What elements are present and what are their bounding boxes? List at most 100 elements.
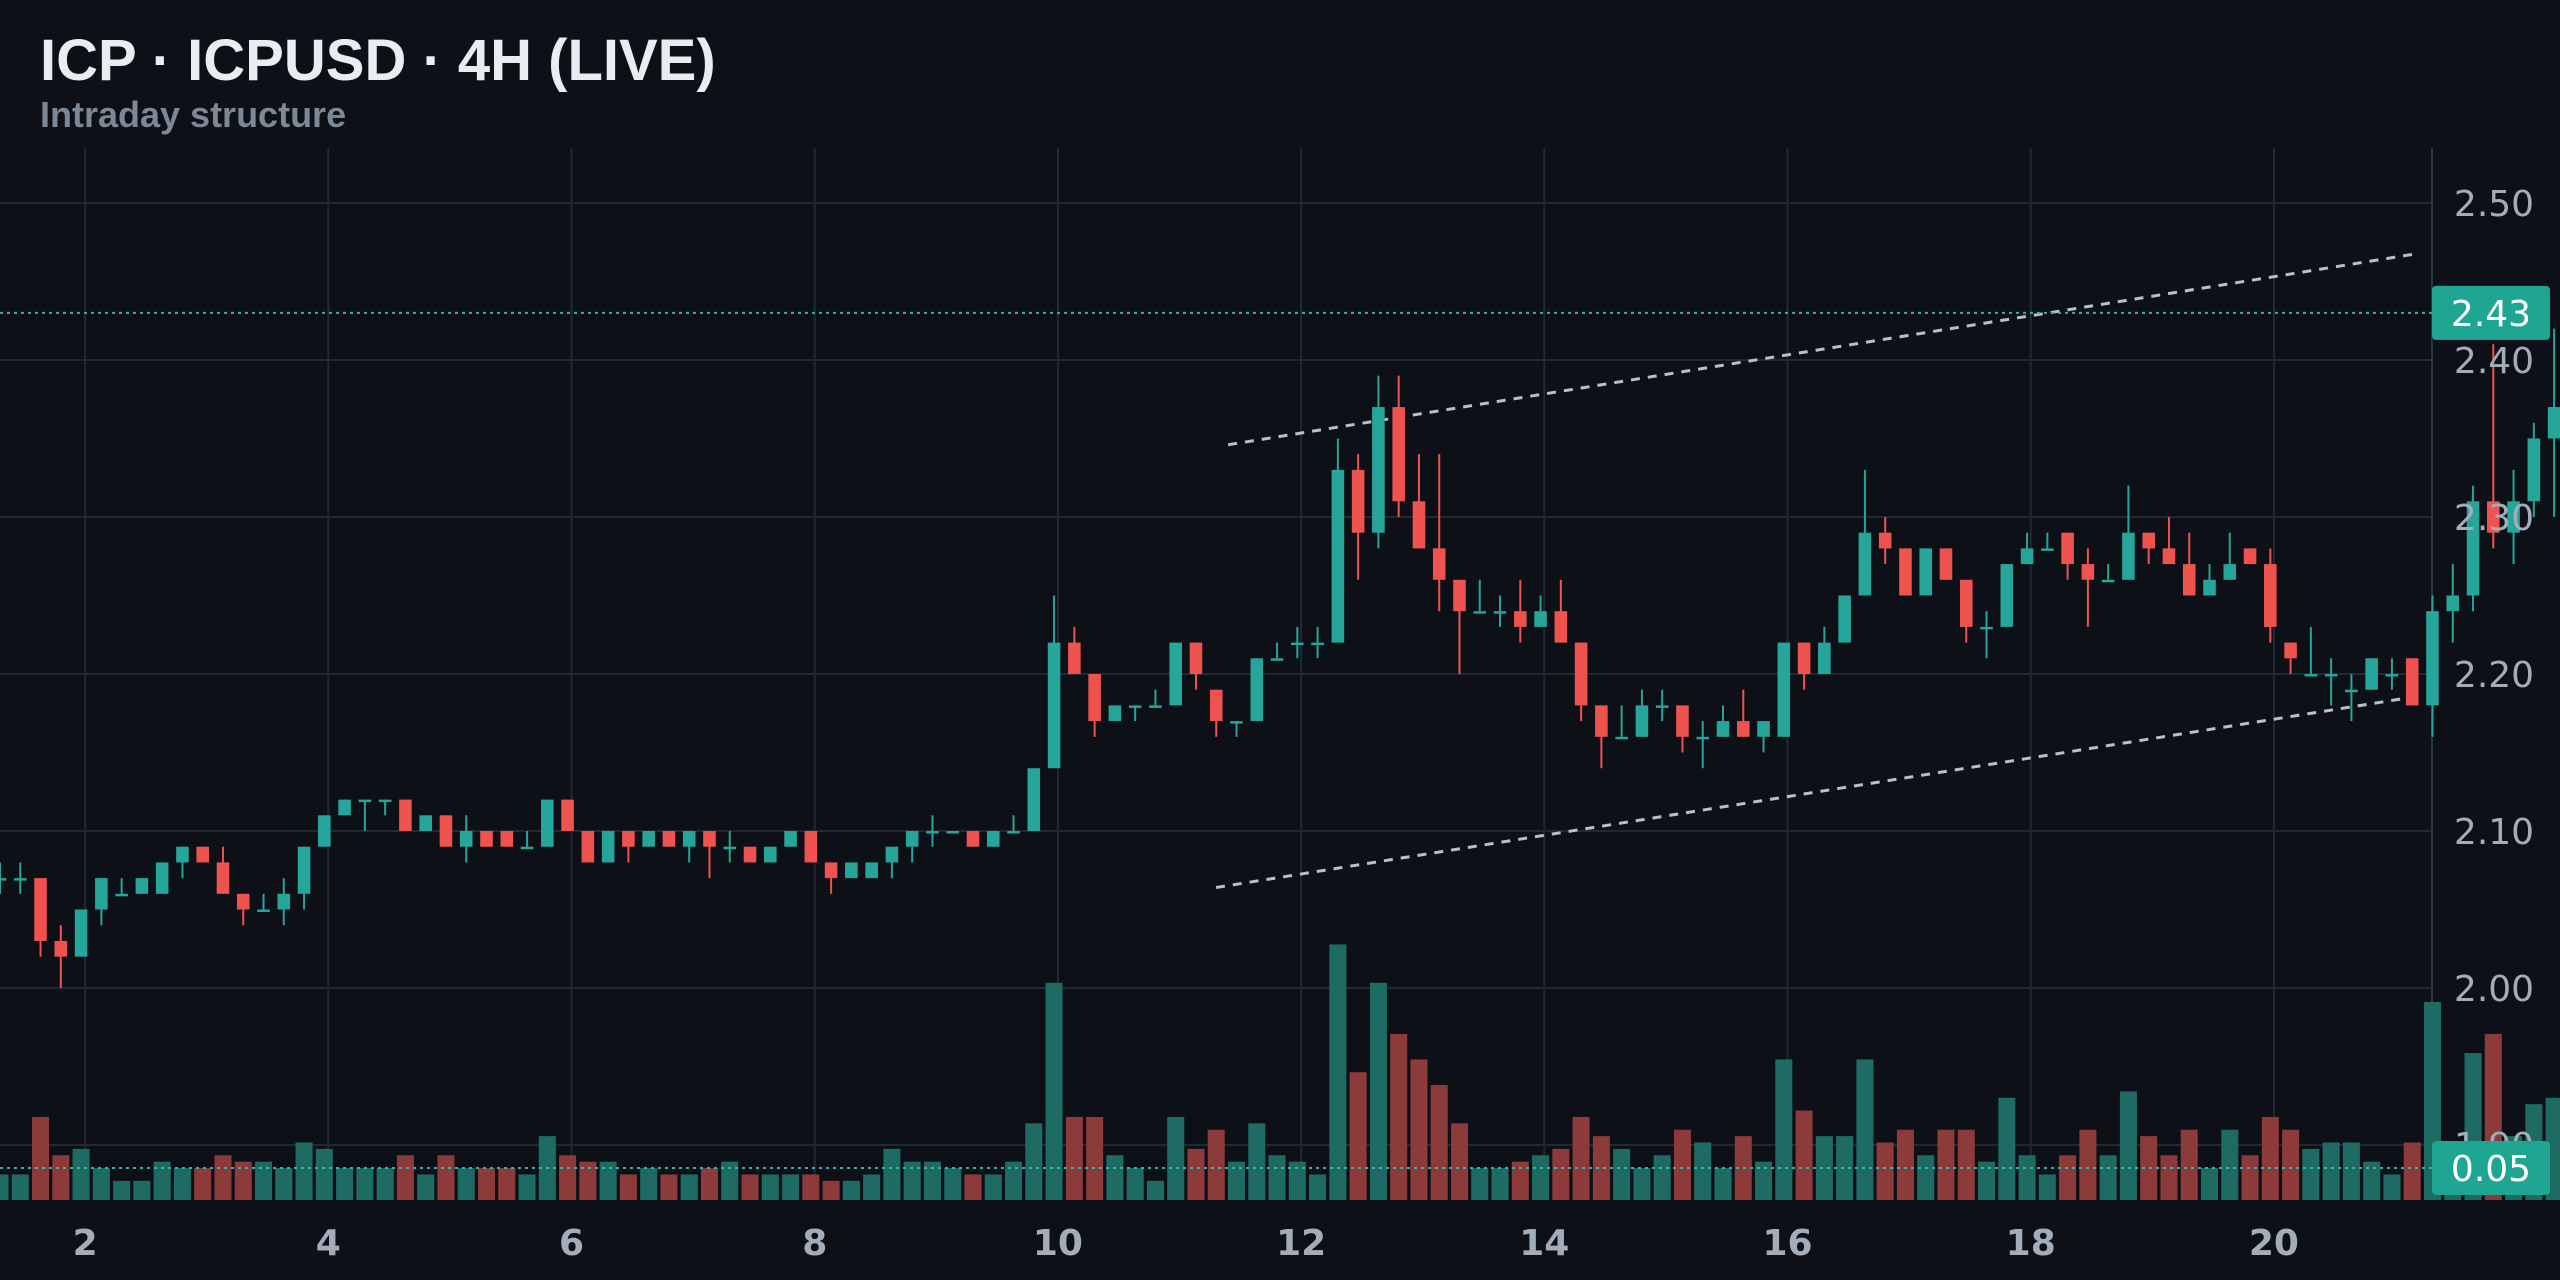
candle-body — [2061, 532, 2074, 565]
volume-bar — [660, 1174, 678, 1200]
candle-body — [1757, 721, 1770, 737]
candle-body — [1899, 548, 1912, 596]
volume-bar — [1187, 1148, 1205, 1200]
volume-bar — [903, 1161, 921, 1200]
price-tick-label: 2.10 — [2454, 812, 2534, 853]
candle-body — [1392, 407, 1405, 502]
candle-body — [176, 846, 189, 863]
time-tick-label: 10 — [1033, 1223, 1083, 1264]
volume-bar — [234, 1161, 252, 1200]
candle-body — [1939, 548, 1953, 580]
volume-bar — [599, 1161, 617, 1200]
time-axis[interactable]: 2 4 6 8 10 12 14 16 18 20 — [73, 1223, 2299, 1264]
volume-bar — [32, 1116, 50, 1200]
volume-bar — [782, 1174, 800, 1200]
candle-body — [926, 831, 939, 834]
time-tick-label: 20 — [2249, 1223, 2299, 1264]
candle-body — [2446, 595, 2460, 612]
candle-body — [946, 831, 960, 834]
volume-bar — [741, 1174, 759, 1200]
candle-body — [1128, 705, 1142, 708]
volume-bar — [2241, 1155, 2259, 1200]
candle-body — [865, 862, 878, 879]
price-axis[interactable]: 1.902.002.102.202.302.402.50 — [2454, 184, 2534, 1167]
volume-bar — [2099, 1155, 2117, 1200]
candle-body — [662, 831, 676, 847]
candle-body — [1270, 658, 1284, 661]
candle-body — [1189, 642, 1203, 674]
volume-bar — [1511, 1161, 1529, 1200]
volume-bar — [1978, 1161, 1996, 1200]
candle-body — [1169, 642, 1182, 706]
candle-body — [642, 831, 655, 847]
trend-channel — [1215, 251, 2421, 890]
candle-body — [541, 799, 554, 847]
candle-body — [2304, 674, 2318, 677]
candle-body — [2041, 548, 2054, 551]
volume-bar — [457, 1168, 475, 1200]
candle-body — [1230, 721, 1243, 724]
volume-bar — [1065, 1116, 1083, 1200]
volume-bar — [1025, 1123, 1043, 1200]
volume-bar — [1106, 1155, 1124, 1200]
candle-body — [764, 846, 777, 863]
volume-bar — [518, 1174, 536, 1200]
candle-body — [682, 831, 696, 847]
candle-body — [1007, 831, 1020, 834]
volume-bar — [2018, 1155, 2036, 1200]
volume-bar — [1005, 1161, 1023, 1200]
time-tick-label: 16 — [1762, 1223, 1812, 1264]
candle-body — [1919, 548, 1933, 596]
candle-body — [2182, 564, 2196, 596]
volume-bar — [822, 1180, 840, 1200]
candle-body — [520, 846, 534, 850]
volume-bar — [336, 1168, 354, 1200]
candle-body — [622, 831, 635, 847]
volume-bar — [1896, 1129, 1914, 1200]
candle-body — [2365, 658, 2378, 690]
volume-bar — [1775, 1059, 1793, 1200]
volume-bar — [498, 1168, 516, 1200]
volume-bar — [1349, 1072, 1367, 1200]
candle-body — [1878, 532, 1892, 549]
volume-bar — [2282, 1129, 2300, 1200]
candle-body — [2264, 564, 2277, 627]
candle-body — [378, 799, 392, 803]
candle-body — [703, 831, 716, 847]
volume-bar — [1167, 1116, 1185, 1200]
volume-bar — [1592, 1136, 1610, 1200]
volume-bar — [1369, 982, 1387, 1200]
time-tick-label: 18 — [2006, 1223, 2056, 1264]
volume-bar — [477, 1168, 496, 1200]
volume-bar — [2160, 1155, 2178, 1200]
candle-body — [2223, 564, 2237, 580]
candle-body — [804, 831, 818, 863]
price-tick-label: 2.00 — [2454, 969, 2534, 1010]
candle-body — [1311, 642, 1324, 646]
volume-bar — [761, 1174, 779, 1200]
candle-body — [1514, 611, 1527, 627]
volume-bar — [964, 1174, 982, 1200]
volume-bar — [2200, 1168, 2219, 1200]
candle-body — [1372, 407, 1385, 533]
candle-body — [845, 862, 858, 879]
time-tick-label: 8 — [802, 1223, 827, 1264]
volume-bar — [1876, 1142, 1894, 1200]
volume-bar — [1126, 1168, 1144, 1200]
volume-bar — [1998, 1097, 2016, 1200]
candle-body — [1959, 579, 1973, 627]
volume-bar — [1207, 1129, 1225, 1200]
volume-bar — [1390, 1033, 1408, 1200]
volume-bar — [1613, 1148, 1631, 1200]
volume-bar — [2221, 1129, 2239, 1200]
candle-body — [2122, 532, 2135, 580]
volume-bar — [417, 1174, 435, 1200]
volume-bar — [1471, 1168, 1489, 1200]
volume-bar — [944, 1168, 962, 1200]
candle-body — [723, 846, 737, 850]
volume-bar — [11, 1174, 29, 1200]
candles[interactable] — [0, 297, 2560, 989]
candle-body — [1493, 611, 1507, 614]
